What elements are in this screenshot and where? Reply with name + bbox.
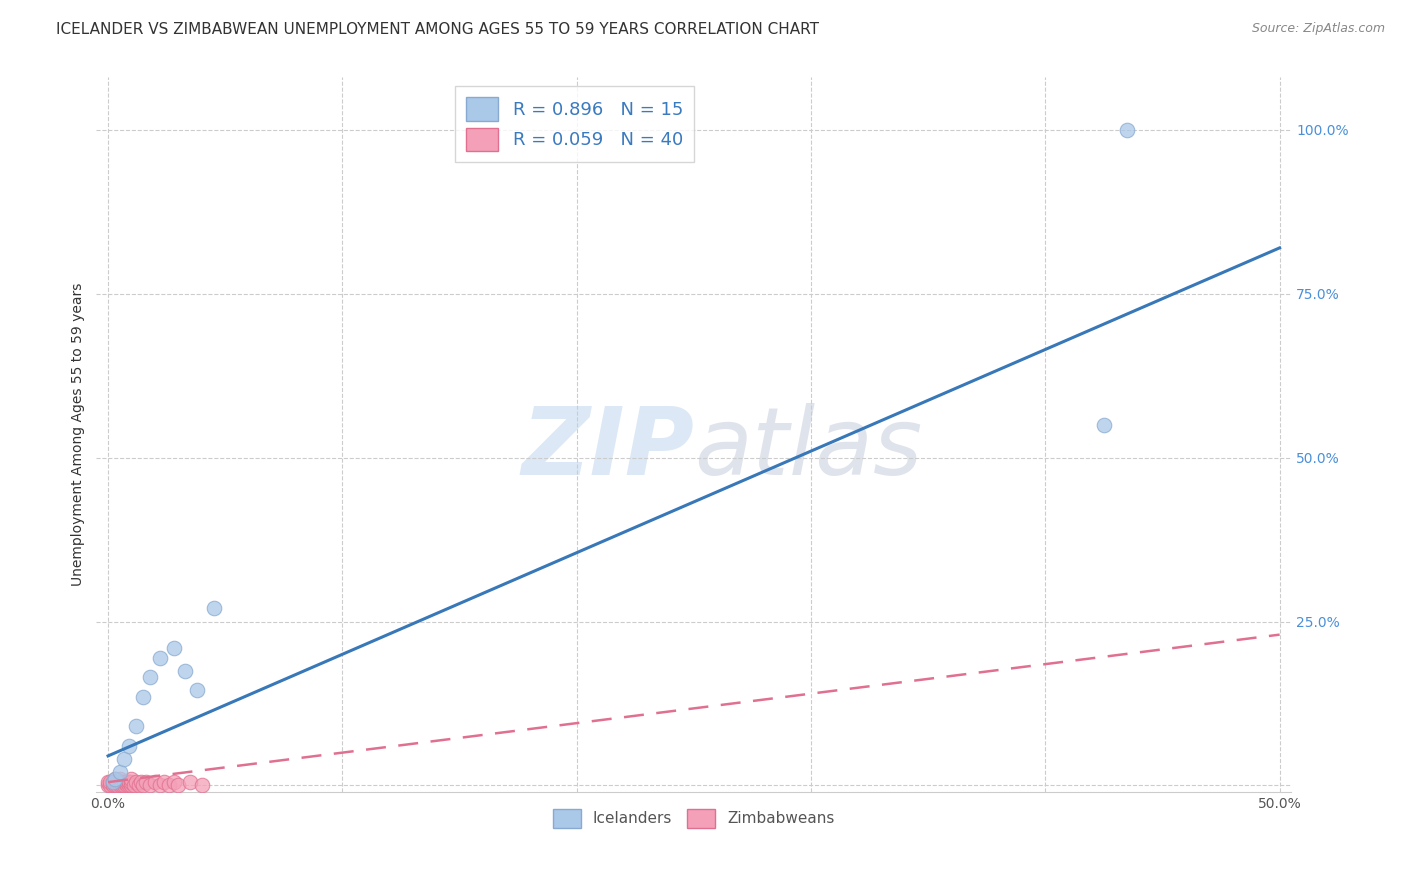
Point xyxy=(157,778,180,792)
Point xyxy=(118,739,141,753)
Point xyxy=(97,775,120,789)
Point xyxy=(121,775,143,789)
Point xyxy=(104,775,127,789)
Point xyxy=(104,772,127,786)
Point xyxy=(104,778,127,792)
Point xyxy=(115,778,138,792)
Point xyxy=(108,778,131,792)
Point xyxy=(135,775,157,789)
Point xyxy=(163,640,186,655)
Point xyxy=(101,775,124,789)
Legend: Icelanders, Zimbabweans: Icelanders, Zimbabweans xyxy=(547,803,841,834)
Point xyxy=(121,772,143,786)
Point xyxy=(100,778,122,792)
Point xyxy=(100,775,122,789)
Point xyxy=(149,778,172,792)
Point xyxy=(121,778,143,792)
Point xyxy=(1116,123,1139,137)
Point xyxy=(114,778,136,792)
Point xyxy=(122,778,145,792)
Point xyxy=(111,775,134,789)
Text: ZIP: ZIP xyxy=(522,403,693,495)
Point xyxy=(167,778,190,792)
Point xyxy=(108,765,131,780)
Point xyxy=(101,775,124,789)
Point xyxy=(139,670,162,684)
Point xyxy=(108,775,131,789)
Point xyxy=(125,719,148,733)
Point xyxy=(153,775,176,789)
Point xyxy=(129,775,152,789)
Point xyxy=(139,778,162,792)
Point xyxy=(101,778,124,792)
Point xyxy=(107,775,129,789)
Point xyxy=(191,778,214,792)
Point xyxy=(125,775,148,789)
Point xyxy=(149,650,172,665)
Point xyxy=(104,772,127,786)
Text: ICELANDER VS ZIMBABWEAN UNEMPLOYMENT AMONG AGES 55 TO 59 YEARS CORRELATION CHART: ICELANDER VS ZIMBABWEAN UNEMPLOYMENT AMO… xyxy=(56,22,820,37)
Point xyxy=(179,775,201,789)
Point xyxy=(186,683,208,698)
Text: atlas: atlas xyxy=(693,403,922,494)
Point xyxy=(128,778,150,792)
Text: Source: ZipAtlas.com: Source: ZipAtlas.com xyxy=(1251,22,1385,36)
Point xyxy=(118,775,141,789)
Point xyxy=(174,664,197,678)
Point xyxy=(107,778,129,792)
Point xyxy=(114,752,136,766)
Point xyxy=(143,775,166,789)
Point xyxy=(118,778,141,792)
Point xyxy=(202,601,225,615)
Point xyxy=(111,778,134,792)
Point xyxy=(115,775,138,789)
Point xyxy=(1092,417,1115,432)
Point xyxy=(163,775,186,789)
Point xyxy=(97,778,120,792)
Y-axis label: Unemployment Among Ages 55 to 59 years: Unemployment Among Ages 55 to 59 years xyxy=(72,283,86,586)
Point xyxy=(114,775,136,789)
Point xyxy=(108,772,131,786)
Point xyxy=(132,690,155,704)
Point xyxy=(132,778,155,792)
